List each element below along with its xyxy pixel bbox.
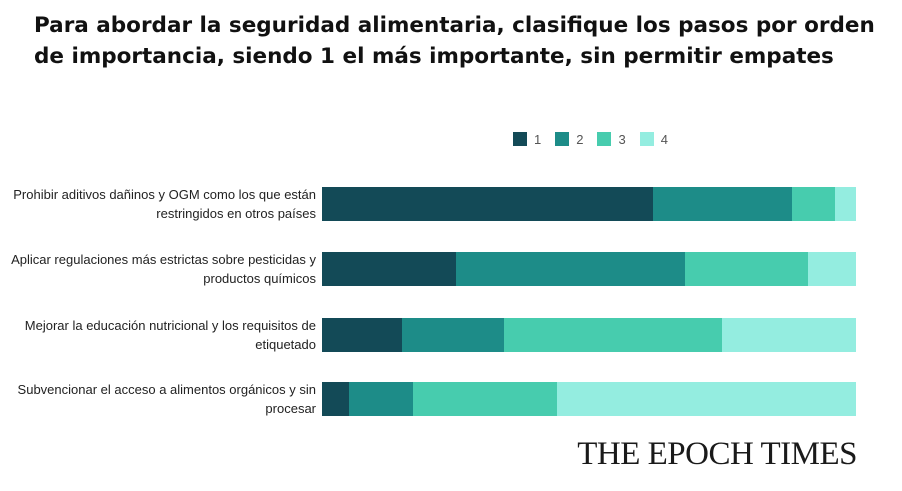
bar-segment-rank-4 — [556, 382, 856, 416]
bar-segment-rank-1 — [322, 318, 403, 352]
category-label: Aplicar regulaciones más estrictas sobre… — [11, 252, 316, 286]
legend-item-3: 3 — [597, 131, 626, 147]
bar-segment-rank-3 — [685, 252, 808, 286]
stacked-bar — [322, 382, 856, 416]
legend-label: 3 — [618, 131, 626, 147]
bar-segment-rank-2 — [455, 252, 686, 286]
legend-label: 1 — [534, 131, 542, 147]
bar-segment-rank-2 — [348, 382, 413, 416]
bar-segment-rank-3 — [503, 318, 723, 352]
bar-segment-rank-2 — [653, 187, 792, 221]
legend-item-2: 2 — [555, 132, 583, 147]
category-label: Prohibir aditivos dañinos y OGM como los… — [13, 187, 316, 221]
legend-label: 2 — [576, 131, 584, 147]
legend-swatch — [639, 132, 654, 146]
chart-title: Para abordar la seguridad alimentaria, c… — [34, 13, 875, 69]
legend-item-4: 4 — [639, 131, 668, 147]
legend-item-1: 1 — [513, 132, 541, 147]
bar-segment-rank-3 — [412, 382, 557, 416]
bar-segment-rank-4 — [807, 252, 856, 286]
stacked-bar — [322, 318, 856, 352]
stacked-bar — [322, 187, 856, 221]
bar-segment-rank-3 — [791, 187, 835, 221]
epoch-times-logo: THE EPOCH TIMES — [577, 436, 857, 472]
stacked-bar — [322, 252, 856, 286]
legend: 1 2 3 4 — [513, 131, 682, 147]
bar-segment-rank-1 — [322, 252, 456, 286]
category-label: Subvencionar el acceso a alimentos orgán… — [17, 382, 316, 416]
bar-segment-rank-1 — [322, 382, 349, 416]
legend-label: 4 — [660, 131, 668, 147]
bar-segment-rank-4 — [722, 318, 856, 352]
bar-segment-rank-2 — [402, 318, 504, 352]
category-label: Mejorar la educación nutricional y los r… — [24, 318, 316, 352]
legend-swatch — [555, 132, 570, 146]
legend-swatch — [513, 132, 527, 146]
bar-segment-rank-1 — [322, 187, 654, 221]
bar-segment-rank-4 — [834, 187, 856, 221]
legend-swatch — [597, 132, 612, 146]
